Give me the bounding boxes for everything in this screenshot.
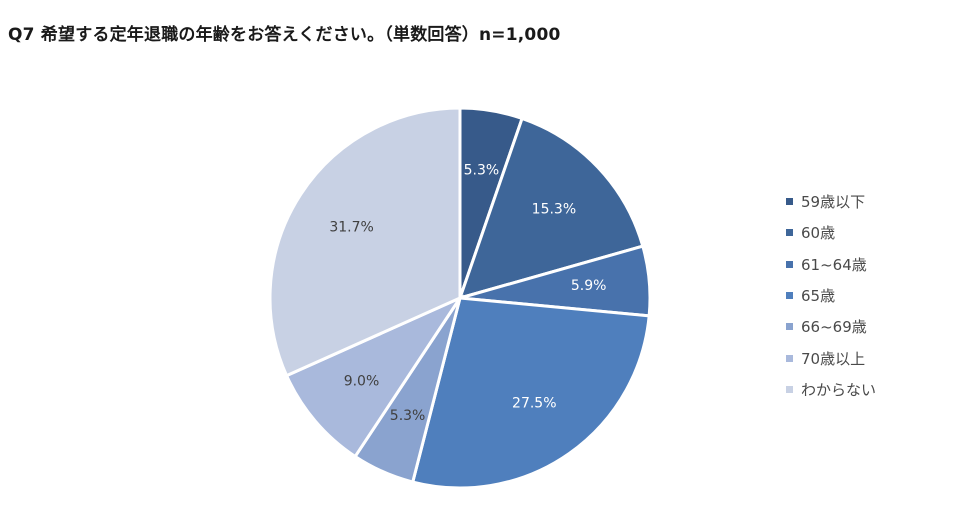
legend-swatch xyxy=(786,323,793,331)
data-label-4: 27.5% xyxy=(512,396,556,412)
data-label-2: 15.3% xyxy=(532,201,576,217)
legend-label: 61~64歳 xyxy=(801,255,867,274)
pie-slice-6 xyxy=(284,294,465,459)
data-label-1: 5.3% xyxy=(464,163,500,179)
legend-item-3: 61~64歳 xyxy=(786,249,876,280)
legend-swatch xyxy=(786,198,793,206)
legend-label: 66~69歳 xyxy=(801,318,867,337)
legend-swatch xyxy=(786,292,793,300)
legend-item-2: 60歳 xyxy=(786,217,876,248)
data-label-3: 5.9% xyxy=(571,278,607,294)
data-label-5: 5.3% xyxy=(390,408,426,424)
legend-item-4: 65歳 xyxy=(786,280,876,311)
pie-slice-4 xyxy=(410,296,651,490)
legend-label: 70歳以上 xyxy=(801,349,866,368)
data-label-6: 9.0% xyxy=(344,374,380,390)
legend: 59歳以下 60歳 61~64歳 65歳 66~69歳 70歳以上わからない xyxy=(786,186,876,405)
pie-slice-2 xyxy=(457,116,645,301)
legend-label: 65歳 xyxy=(801,287,836,306)
legend-swatch xyxy=(786,385,793,393)
pie-slices xyxy=(268,106,652,490)
data-label-7: 31.7% xyxy=(329,220,373,236)
legend-label: わからない xyxy=(801,380,877,399)
legend-swatch xyxy=(786,354,793,362)
legend-swatch xyxy=(786,260,793,268)
chart-title: Q7 希望する定年退職の年齢をお答えください。（単数回答）n=1,000 xyxy=(8,25,561,45)
legend-label: 59歳以下 xyxy=(801,193,866,212)
legend-item-5: 66~69歳 xyxy=(786,311,876,342)
legend-item-1: 59歳以下 xyxy=(786,186,876,217)
data-labels: 5.3% 15.3% 5.9% 27.5% 5.3% 9.0% 31.7% xyxy=(329,163,606,424)
pie-slice-7 xyxy=(268,106,462,378)
legend-item-6: 70歳以上 xyxy=(786,342,876,373)
legend-item-7: わからない xyxy=(786,374,876,405)
legend-label: 60歳 xyxy=(801,224,836,243)
legend-swatch xyxy=(786,229,793,237)
